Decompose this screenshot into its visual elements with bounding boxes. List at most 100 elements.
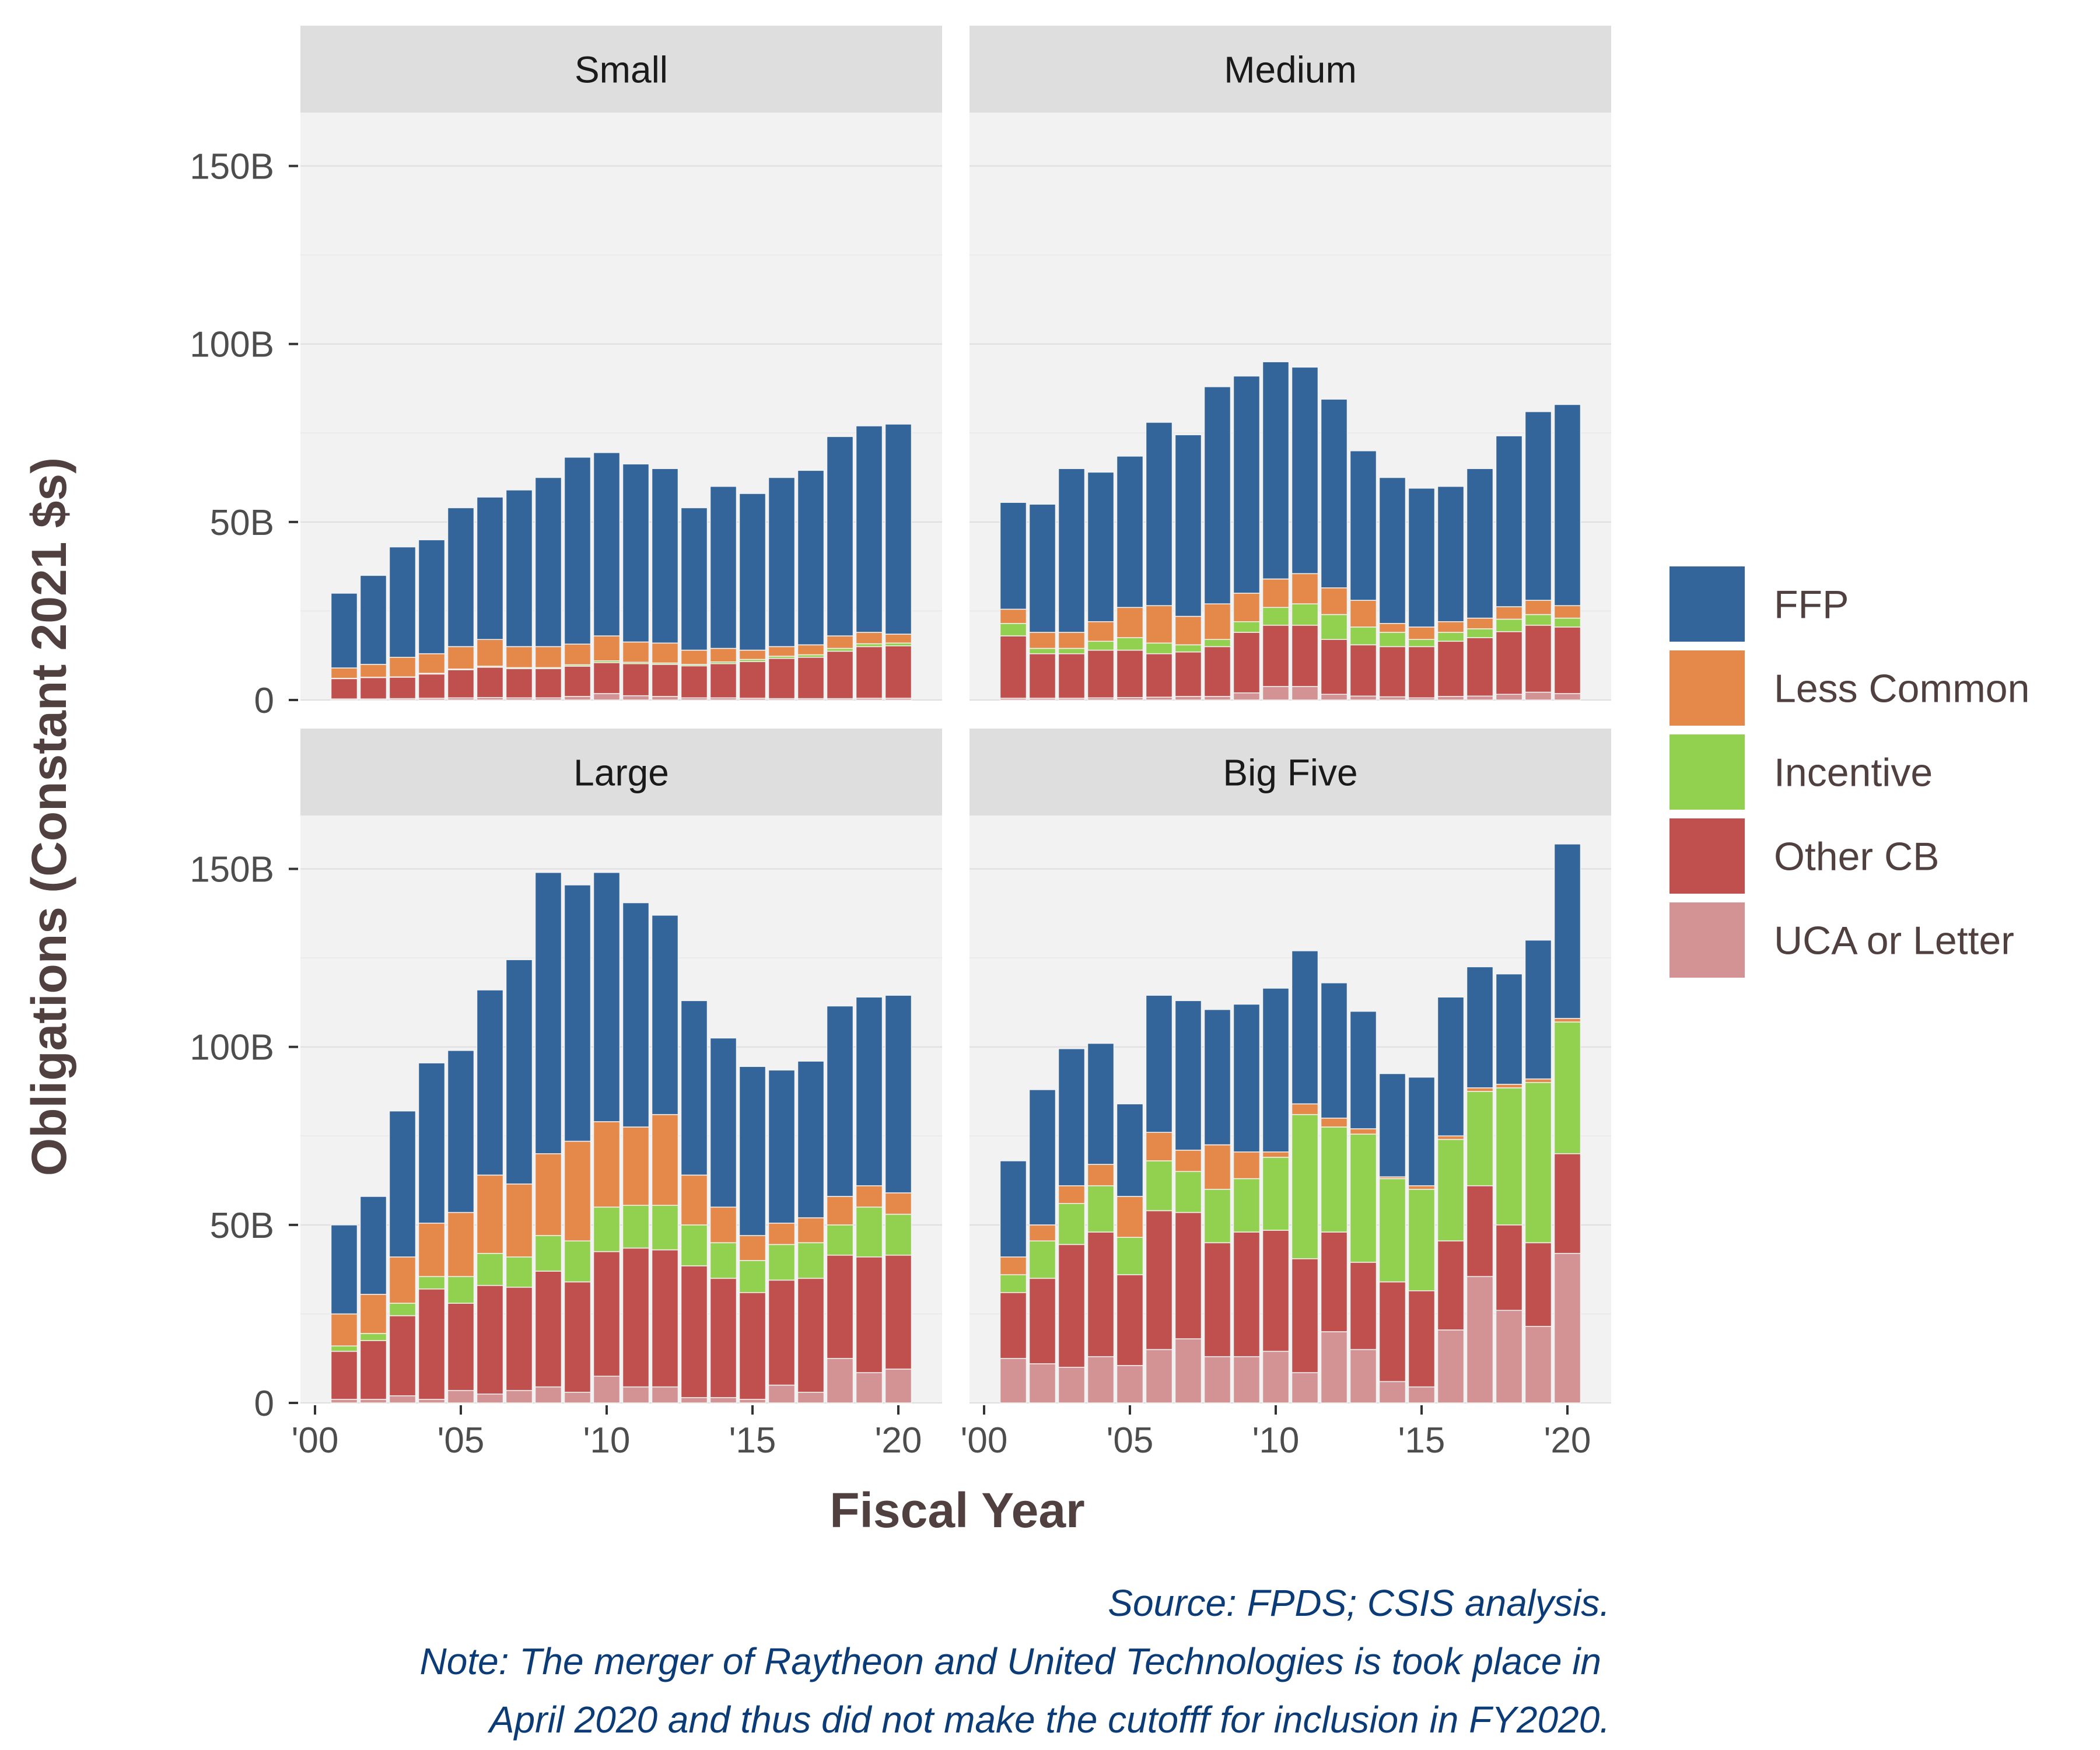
bar-segment-other-cb: [999, 635, 1027, 699]
bar-segment-incentive: [1466, 628, 1494, 638]
bar-segment-other-cb: [1524, 625, 1552, 693]
bar-segment-less-common: [1087, 621, 1115, 642]
bar-segment-less-common: [359, 1294, 387, 1334]
panel-strip-label: Small: [575, 49, 668, 91]
bar-segment-other-cb: [564, 1281, 592, 1393]
bar-segment-incentive: [1495, 618, 1523, 632]
bar-segment-ffp: [418, 1062, 446, 1224]
x-axis-title: Fiscal Year: [830, 1483, 1084, 1538]
bar-segment-uca-or-letter: [738, 1399, 766, 1404]
legend-swatch: [1667, 900, 1747, 980]
bar-segment-ffp: [1116, 456, 1144, 608]
bar-segment-incentive: [1291, 603, 1319, 626]
bar-segment-ffp: [1203, 1009, 1231, 1146]
bar-segment-less-common: [884, 634, 912, 644]
bar-segment-other-cb: [418, 673, 446, 699]
bar-segment-uca-or-letter: [1378, 1381, 1406, 1404]
bar-segment-uca-or-letter: [1466, 695, 1494, 701]
panel-large: Large 0 50B 100B 150B '00 '05 '10 '15 '20: [190, 729, 942, 1461]
bar-segment-other-cb: [826, 650, 854, 699]
bar-segment-incentive: [1378, 632, 1406, 648]
bar-segment-ffp: [1145, 422, 1173, 607]
bars: [330, 872, 912, 1404]
legend-label: UCA or Letter: [1774, 919, 2014, 963]
bar-segment-other-cb: [855, 1256, 883, 1373]
bar-segment-uca-or-letter: [1174, 696, 1202, 701]
bar-segment-incentive: [1524, 614, 1552, 626]
bar-segment-less-common: [1262, 578, 1290, 608]
bar-segment-ffp: [1291, 366, 1319, 575]
bar-segment-uca-or-letter: [1553, 1252, 1581, 1404]
bar-segment-less-common: [826, 635, 854, 649]
bar-segment-incentive: [709, 1242, 737, 1279]
bar-segment-ffp: [651, 468, 679, 644]
bar-segment-other-cb: [1349, 644, 1377, 697]
bar-segment-ffp: [709, 486, 737, 649]
y-tick-label: 0: [254, 681, 274, 721]
bar-segment-less-common: [359, 664, 387, 678]
bar-segment-uca-or-letter: [359, 1399, 387, 1404]
bar-segment-less-common: [1058, 632, 1086, 649]
bar-segment-less-common: [1378, 623, 1406, 633]
bar-segment-uca-or-letter: [1203, 1356, 1231, 1404]
legend-item-ffp: FFP: [1667, 564, 1849, 644]
bar-segment-other-cb: [1466, 637, 1494, 697]
bar-segment-less-common: [1291, 573, 1319, 604]
bar-segment-ffp: [1349, 1010, 1377, 1129]
bar-segment-uca-or-letter: [1262, 1350, 1290, 1404]
bar-segment-ffp: [1408, 1076, 1436, 1186]
bar-segment-other-cb: [1087, 649, 1115, 699]
bar-segment-other-cb: [1437, 640, 1465, 697]
bar-segment-uca-or-letter: [1495, 694, 1523, 701]
y-tick-label: 100B: [190, 325, 274, 365]
x-tick-label: '00: [961, 1420, 1008, 1461]
bar-segment-incentive: [564, 1240, 592, 1283]
bar-segment-other-cb: [505, 1286, 533, 1391]
bar-segment-incentive: [1378, 1178, 1406, 1283]
legend-label: Other CB: [1774, 835, 1939, 879]
y-tick-label: 50B: [210, 503, 274, 543]
panel-strip: [970, 729, 1611, 816]
bar-segment-ffp: [680, 507, 708, 651]
bar-segment-uca-or-letter: [476, 1393, 504, 1404]
bar-segment-ffp: [1466, 468, 1494, 619]
bar-segment-uca-or-letter: [1203, 696, 1231, 701]
bar-segment-ffp: [1233, 375, 1261, 594]
bar-segment-ffp: [797, 470, 825, 646]
bar-segment-other-cb: [564, 666, 592, 697]
bar-segment-uca-or-letter: [1553, 693, 1581, 701]
bar-segment-ffp: [330, 593, 358, 668]
bar-segment-other-cb: [738, 1292, 766, 1400]
bar-segment-other-cb: [359, 1340, 387, 1400]
y-tick-label: 150B: [190, 147, 274, 187]
bar-segment-uca-or-letter: [1524, 1326, 1552, 1404]
bar-segment-less-common: [1203, 603, 1231, 640]
bar-segment-ffp: [1524, 939, 1552, 1080]
bar-segment-less-common: [388, 657, 416, 678]
bar-segment-incentive: [388, 1303, 416, 1317]
bar-segment-less-common: [1145, 1132, 1173, 1161]
caption-note-line2: April 2020 and thus did not make the cut…: [487, 1699, 1610, 1741]
bar-segment-ffp: [388, 546, 416, 658]
bar-segment-less-common: [593, 635, 621, 662]
bar-segment-ffp: [1116, 1103, 1144, 1197]
bar-segment-incentive: [768, 1244, 796, 1281]
bar-segment-less-common: [709, 1206, 737, 1244]
bar-segment-other-cb: [418, 1288, 446, 1400]
bar-segment-ffp: [826, 436, 854, 636]
legend-swatch: [1667, 564, 1747, 644]
bar-segment-ffp: [564, 457, 592, 645]
bar-segment-incentive: [1174, 644, 1202, 653]
bar-segment-incentive: [1524, 1082, 1552, 1244]
x-tick-label: '20: [1544, 1420, 1591, 1461]
bar-segment-uca-or-letter: [622, 695, 650, 701]
bar-segment-other-cb: [680, 665, 708, 699]
x-tick-label: '10: [583, 1420, 631, 1461]
bar-segment-uca-or-letter: [593, 693, 621, 701]
bar-segment-other-cb: [1233, 1231, 1261, 1357]
bar-segment-other-cb: [1028, 1278, 1056, 1364]
bar-segment-incentive: [330, 1345, 358, 1352]
bar-segment-other-cb: [1116, 1274, 1144, 1366]
bar-segment-ffp: [855, 996, 883, 1186]
bar-segment-less-common: [1495, 1084, 1523, 1088]
